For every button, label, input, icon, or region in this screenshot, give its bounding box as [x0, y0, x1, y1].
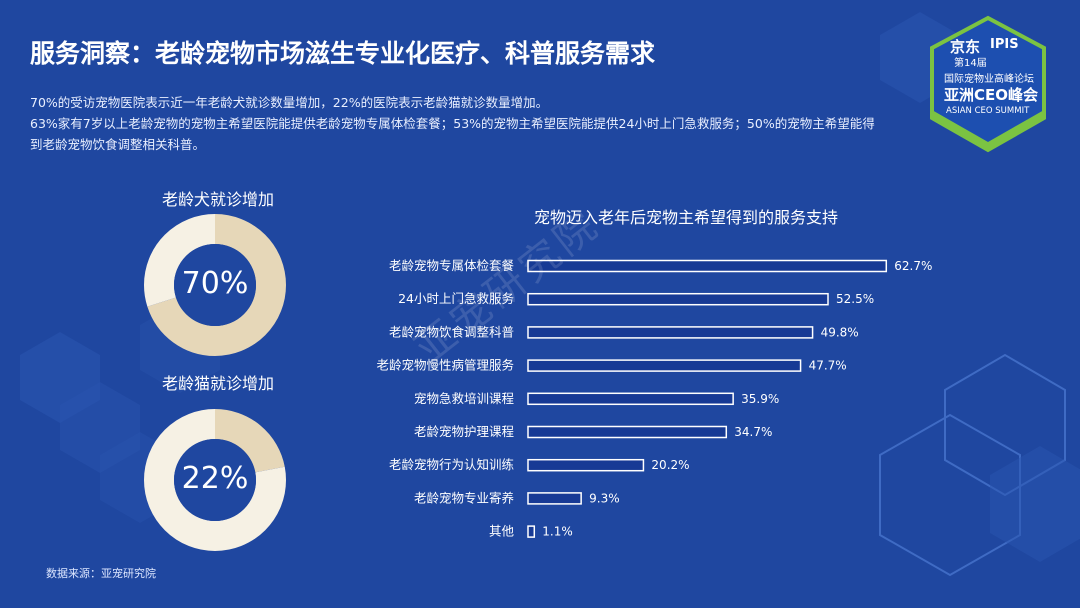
- intro-line-3: 到老龄宠物饮食调整相关科普。: [30, 137, 206, 152]
- intro-line-2: 63%家有7岁以上老龄宠物的宠物主希望医院能提供老龄宠物专属体检套餐；53%的宠…: [30, 116, 875, 131]
- bar-value-label: 35.9%: [741, 392, 779, 406]
- bar-value-label: 9.3%: [589, 491, 620, 505]
- service-bar-chart: 老龄宠物专属体检套餐 62.7% 24小时上门急救服务 52.5% 老龄宠物饮食调整科普…: [376, 258, 932, 539]
- bar-category-label: 老龄宠物专业寄养: [414, 490, 514, 505]
- dog-donut-hole: [174, 244, 256, 326]
- data-source: 数据来源：亚宠研究院: [46, 567, 156, 580]
- bar: [527, 492, 582, 505]
- badge-ipis: IPIS: [990, 37, 1019, 52]
- cat-donut-label: 22%: [181, 461, 249, 496]
- badge-edition: 第14届: [954, 58, 987, 69]
- bar-category-label: 其他: [489, 524, 515, 539]
- bar-value-label: 52.5%: [836, 292, 874, 306]
- badge-summit: 亚洲CEO峰会: [944, 86, 1039, 104]
- intro-text: 70%的受访宠物医院表示近一年老龄犬就诊数量增加，22%的医院表示老龄猫就诊数量…: [30, 92, 910, 155]
- badge-brand: 京东: [950, 38, 981, 56]
- badge-forum: 国际宠物业高峰论坛: [944, 74, 1034, 85]
- cat-donut-title: 老龄猫就诊增加: [162, 374, 275, 393]
- dog-donut-chart: [144, 214, 286, 356]
- bar-value-label: 20.2%: [651, 458, 689, 472]
- bar-category-label: 老龄宠物饮食调整科普: [389, 324, 514, 339]
- bar-category-label: 老龄宠物专属体检套餐: [389, 258, 515, 273]
- bar-value-label: 34.7%: [734, 425, 772, 439]
- bar: [527, 458, 645, 472]
- bar-category-label: 老龄宠物护理课程: [414, 424, 515, 439]
- bar-chart-title: 宠物迈入老年后宠物主希望得到的服务支持: [533, 208, 838, 227]
- bar: [527, 392, 734, 406]
- bar-category-label: 24小时上门急救服务: [398, 291, 514, 306]
- page-title: 服务洞察：老龄宠物市场滋生专业化医疗、科普服务需求: [30, 39, 656, 68]
- intro-line-1: 70%的受访宠物医院表示近一年老龄犬就诊数量增加，22%的医院表示老龄猫就诊数量…: [30, 95, 549, 110]
- bar: [527, 259, 888, 273]
- bar-category-label: 宠物急救培训课程: [414, 391, 515, 406]
- bar-category-label: 老龄宠物慢性病管理服务: [376, 358, 514, 373]
- cat-donut-chart: [144, 409, 286, 551]
- cat-donut-slice-rest: [144, 409, 286, 551]
- bar-value-label: 49.8%: [821, 325, 859, 339]
- bar: [527, 525, 536, 538]
- bar-value-label: 1.1%: [542, 525, 573, 539]
- bar: [527, 425, 728, 439]
- bar: [527, 292, 829, 306]
- dog-donut-label: 70%: [181, 266, 249, 301]
- badge-summit-en: ASIAN CEO SUMMIT: [946, 106, 1030, 116]
- dog-donut-title: 老龄犬就诊增加: [162, 190, 275, 209]
- cat-donut-hole: [174, 439, 256, 521]
- bar-category-label: 老龄宠物行为认知训练: [389, 457, 515, 472]
- bar: [527, 359, 802, 372]
- summit-logo: 京东 IPIS 第14届 国际宠物业高峰论坛 亚洲CEO峰会 ASIAN CEO…: [928, 14, 1048, 158]
- bar-value-label: 47.7%: [809, 359, 847, 373]
- bar-value-label: 62.7%: [894, 259, 932, 273]
- bar: [527, 326, 814, 339]
- dog-donut-slice-rest: [144, 214, 286, 356]
